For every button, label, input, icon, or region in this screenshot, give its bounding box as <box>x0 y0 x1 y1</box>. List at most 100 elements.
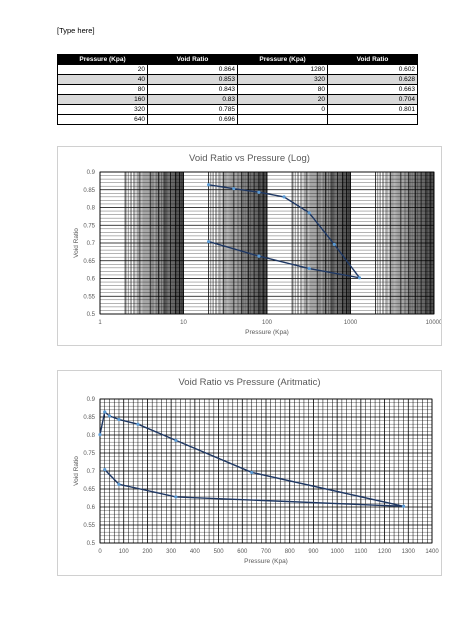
table-cell: 0.785 <box>147 104 238 115</box>
table-cell: 20 <box>237 94 328 105</box>
x-tick-label: 400 <box>190 549 201 555</box>
y-tick-label: 0.9 <box>87 397 96 403</box>
x-axis-label: Pressure (Kpa) <box>245 329 289 336</box>
x-tick-label: 300 <box>166 549 177 555</box>
page-header: [Type here] <box>57 26 95 35</box>
table-cell: 80 <box>237 84 328 95</box>
y-tick-label: 0.6 <box>87 277 96 283</box>
data-point <box>357 276 362 280</box>
x-tick-label: 1100 <box>354 549 368 555</box>
y-axis-label: Void Ratio <box>73 228 80 258</box>
x-tick-label: 800 <box>285 549 296 555</box>
table-cell: 0.853 <box>147 74 238 85</box>
y-tick-label: 0.85 <box>83 415 95 421</box>
table-row: 40 0.853 320 0.628 <box>57 74 418 85</box>
column-header: Void Ratio <box>327 54 418 65</box>
data-point <box>307 266 311 271</box>
arithmetic-chart: Void Ratio vs Pressure (Aritmatic) 0.5 0.5… <box>57 370 442 576</box>
data-point <box>103 467 107 472</box>
data-point <box>207 183 211 187</box>
data-point <box>282 195 286 199</box>
data-point <box>257 254 261 258</box>
table-cell: 0.602 <box>327 64 418 75</box>
table-cell: 320 <box>57 104 148 115</box>
data-point <box>98 433 102 437</box>
data-point <box>174 438 178 442</box>
y-tick-label: 0.65 <box>83 259 95 265</box>
table-cell <box>237 114 328 125</box>
x-tick-label: 100 <box>262 320 273 326</box>
plot-area <box>99 398 433 544</box>
x-tick-label: 1300 <box>402 549 416 555</box>
data-point <box>174 495 178 499</box>
y-tick-label: 0.6 <box>87 505 96 511</box>
x-axis-label: Pressure (Kpa) <box>244 558 288 565</box>
table-cell: 80 <box>57 84 148 95</box>
arithmetic-chart-svg: Void Ratio vs Pressure (Aritmatic) 0.5 0.5… <box>73 377 439 565</box>
table-cell: 0.864 <box>147 64 238 75</box>
table-cell: 0.663 <box>327 84 418 95</box>
table-cell: 0.704 <box>327 94 418 105</box>
data-point <box>232 187 236 191</box>
table-row: 160 0.83 20 0.704 <box>57 94 418 105</box>
table-cell <box>327 114 418 125</box>
table-cell: 640 <box>57 114 148 125</box>
y-tick-label: 0.7 <box>87 241 96 247</box>
x-tick-label: 200 <box>142 549 153 555</box>
y-tick-label: 0.5 <box>87 541 96 547</box>
table-header-row: Pressure (Kpa) Void Ratio Pressure (Kpa)… <box>57 54 418 65</box>
x-tick-label: 600 <box>237 549 248 555</box>
plot-area <box>99 171 435 315</box>
table-cell: 320 <box>237 74 328 85</box>
table-row: 80 0.843 80 0.663 <box>57 84 418 95</box>
table-row: 20 0.864 1280 0.602 <box>57 64 418 75</box>
log-chart-svg: Void Ratio vs Pressure (Log) 0.5 0.55 0.6 0.… <box>73 153 441 336</box>
y-tick-label: 0.7 <box>87 469 96 475</box>
y-tick-label: 0.55 <box>83 294 95 300</box>
table-cell: 40 <box>57 74 148 85</box>
data-point <box>136 422 140 426</box>
data-point <box>117 417 121 422</box>
table-cell: 0.628 <box>327 74 418 85</box>
y-tick-label: 0.75 <box>83 451 95 457</box>
y-tick-label: 0.8 <box>87 206 96 212</box>
data-point <box>103 410 107 414</box>
x-tick-label: 1200 <box>378 549 392 555</box>
series-line <box>208 184 362 279</box>
log-chart: Void Ratio vs Pressure (Log) 0.5 0.55 0.6 0.… <box>57 146 442 346</box>
y-tick-label: 0.9 <box>87 170 96 176</box>
data-point <box>250 470 254 475</box>
data-point <box>117 482 121 486</box>
y-tick-label: 0.75 <box>83 223 95 229</box>
data-point <box>257 190 261 194</box>
table-cell: 0.843 <box>147 84 238 95</box>
x-tick-label: 1400 <box>425 549 439 555</box>
data-point <box>401 504 406 508</box>
column-header: Pressure (Kpa) <box>57 54 148 65</box>
table-cell: 160 <box>57 94 148 105</box>
x-tick-label: 500 <box>214 549 225 555</box>
x-tick-label: 1 <box>98 320 102 326</box>
chart-title: Void Ratio vs Pressure (Aritmatic) <box>178 377 320 388</box>
data-table: Pressure (Kpa) Void Ratio Pressure (Kpa)… <box>57 54 418 125</box>
y-tick-label: 0.85 <box>83 188 95 194</box>
column-header: Pressure (Kpa) <box>237 54 328 65</box>
x-tick-label: 100 <box>119 549 130 555</box>
x-tick-label: 900 <box>308 549 319 555</box>
column-header: Void Ratio <box>147 54 238 65</box>
y-axis-label: Void Ratio <box>73 456 80 486</box>
x-tick-label: 10000 <box>426 320 441 326</box>
table-cell: 0.696 <box>147 114 238 125</box>
chart-title: Void Ratio vs Pressure (Log) <box>189 153 310 164</box>
data-point <box>332 242 336 247</box>
y-tick-label: 0.5 <box>87 312 96 318</box>
table-row: 320 0.785 0 0.801 <box>57 104 418 115</box>
data-point <box>207 239 211 244</box>
table-cell: 0.83 <box>147 94 238 105</box>
table-cell: 1280 <box>237 64 328 75</box>
table-row: 640 0.696 <box>57 114 418 125</box>
data-point <box>307 211 311 215</box>
y-tick-label: 0.55 <box>83 523 95 529</box>
y-tick-label: 0.8 <box>87 433 96 439</box>
y-tick-label: 0.65 <box>83 487 95 493</box>
